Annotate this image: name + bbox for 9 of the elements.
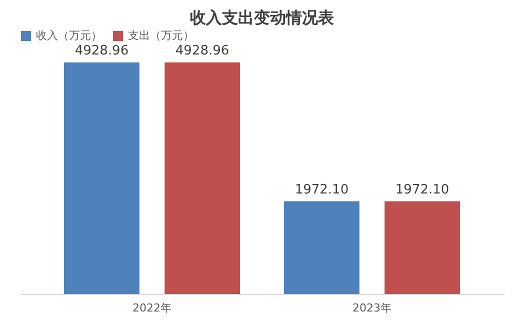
data-label: 1972.10: [294, 182, 349, 198]
legend-label: 收入（万元）: [36, 29, 102, 42]
data-label: 4928.96: [175, 43, 230, 58]
data-label: 1972.10: [395, 182, 450, 198]
data-label: 4928.96: [74, 43, 129, 58]
x-tick-label: 2023年: [352, 302, 392, 314]
chart-title: 收入支出变动情况表: [190, 8, 335, 27]
legend-label: 支出（万元）: [128, 29, 194, 42]
x-tick-label: 2022年: [132, 302, 172, 314]
